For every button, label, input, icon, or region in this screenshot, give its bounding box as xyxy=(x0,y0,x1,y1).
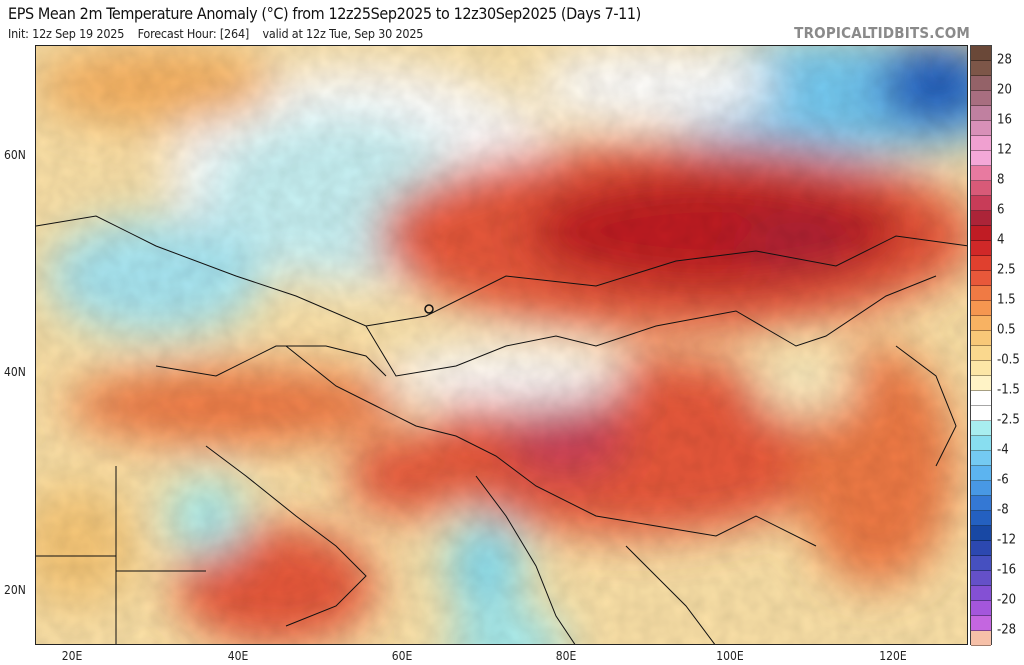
colorbar-swatch xyxy=(971,481,991,496)
colorbar-label: 1.5 xyxy=(997,292,1016,308)
colorbar-swatch xyxy=(971,496,991,511)
lat-label-60n: 60N xyxy=(4,148,26,162)
colorbar-swatch xyxy=(971,331,991,346)
lake-marker xyxy=(424,304,434,314)
colorbar-swatch xyxy=(971,586,991,601)
colorbar-swatch xyxy=(971,346,991,361)
lon-label-40e: 40E xyxy=(227,649,249,663)
colorbar-label: -20 xyxy=(997,592,1017,608)
colorbar-swatch xyxy=(971,421,991,436)
colorbar-label: 0.5 xyxy=(997,322,1016,338)
brand-watermark: TROPICALTIDBITS.COM xyxy=(794,24,970,42)
colorbar-swatch xyxy=(971,61,991,76)
colorbar-label: 4 xyxy=(997,232,1005,248)
colorbar-label: 12 xyxy=(997,142,1012,158)
colorbar-label: -4 xyxy=(997,442,1009,458)
colorbar-swatch xyxy=(971,601,991,616)
lon-label-20e: 20E xyxy=(61,649,83,663)
colorbar-swatch xyxy=(971,376,991,391)
lon-label-80e: 80E xyxy=(555,649,577,663)
colorbar-swatch xyxy=(971,181,991,196)
colorbar-swatch xyxy=(971,241,991,256)
colorbar-label: 8 xyxy=(997,172,1005,188)
colorbar-swatch xyxy=(971,151,991,166)
colorbar-swatch xyxy=(971,406,991,421)
colorbar-label: -6 xyxy=(997,472,1009,488)
forecast-hour: Forecast Hour: [264] xyxy=(137,26,250,41)
colorbar-swatch xyxy=(971,196,991,211)
colorbar-swatch xyxy=(971,361,991,376)
colorbar-label: -16 xyxy=(997,562,1017,578)
colorbar-swatch xyxy=(971,91,991,106)
colorbar-swatch xyxy=(971,391,991,406)
colorbar-swatch xyxy=(971,166,991,181)
colorbar-swatch xyxy=(971,226,991,241)
map-subtitle: Init: 12z Sep 19 2025 Forecast Hour: [26… xyxy=(8,26,433,41)
lat-label-20n: 20N xyxy=(4,583,26,597)
lon-label-120e: 120E xyxy=(879,649,907,663)
colorbar-swatch xyxy=(971,46,991,61)
colorbar-swatch xyxy=(971,451,991,466)
colorbar-label: -0.5 xyxy=(997,352,1020,368)
colorbar-label: 16 xyxy=(997,112,1012,128)
temperature-anomaly-map[interactable] xyxy=(35,45,968,645)
colorbar-swatch xyxy=(971,526,991,541)
colorbar-label: -12 xyxy=(997,532,1017,548)
colorbar-swatch xyxy=(971,301,991,316)
colorbar-label: -2.5 xyxy=(997,412,1020,428)
colorbar-label: 6 xyxy=(997,202,1005,218)
colorbar-swatch xyxy=(971,256,991,271)
country-borders xyxy=(36,215,967,644)
colorbar-label: 2.5 xyxy=(997,262,1016,278)
map-canvas xyxy=(36,46,967,644)
colorbar-swatch xyxy=(971,511,991,526)
colorbar-swatch xyxy=(971,211,991,226)
colorbar-swatch xyxy=(971,541,991,556)
colorbar-swatch xyxy=(971,571,991,586)
colorbar-swatch xyxy=(971,106,991,121)
lon-label-60e: 60E xyxy=(391,649,413,663)
colorbar-label: -28 xyxy=(997,622,1017,638)
valid-time: valid at 12z Tue, Sep 30 2025 xyxy=(262,26,424,41)
colorbar-swatch xyxy=(971,76,991,91)
colorbar-swatch xyxy=(971,616,991,631)
colorbar xyxy=(970,45,992,646)
lon-label-100e: 100E xyxy=(716,649,744,663)
colorbar-swatch xyxy=(971,631,991,646)
colorbar-swatch xyxy=(971,436,991,451)
colorbar-label: 20 xyxy=(997,82,1012,98)
colorbar-swatch xyxy=(971,466,991,481)
texture xyxy=(36,46,967,644)
lat-label-40n: 40N xyxy=(4,365,26,379)
colorbar-swatch xyxy=(971,316,991,331)
map-title: EPS Mean 2m Temperature Anomaly (°C) fro… xyxy=(8,4,641,23)
colorbar-label: -8 xyxy=(997,502,1009,518)
colorbar-label: 28 xyxy=(997,52,1012,68)
init-time: Init: 12z Sep 19 2025 xyxy=(8,26,125,41)
colorbar-swatch xyxy=(971,271,991,286)
colorbar-swatch xyxy=(971,286,991,301)
colorbar-swatch xyxy=(971,556,991,571)
colorbar-label: -1.5 xyxy=(997,382,1020,398)
colorbar-swatch xyxy=(971,136,991,151)
colorbar-swatch xyxy=(971,121,991,136)
